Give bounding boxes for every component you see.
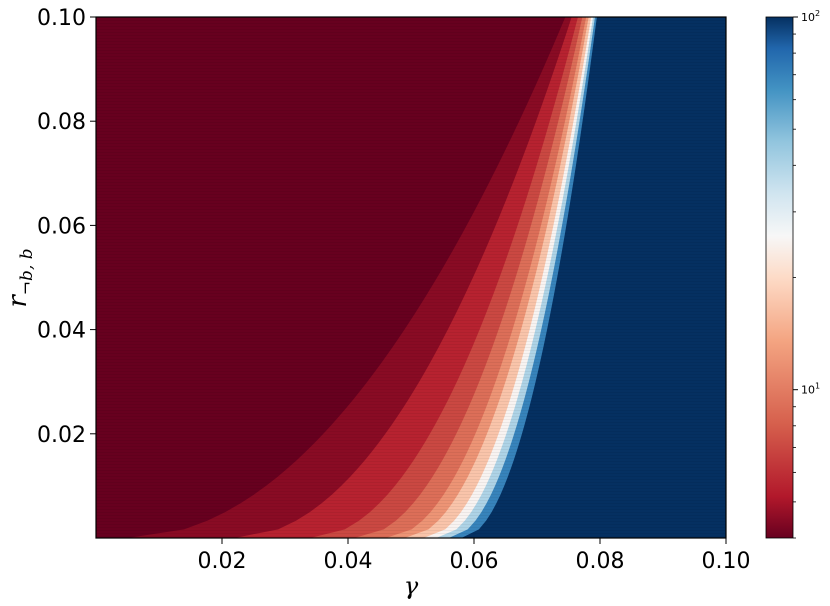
x-axis-title: γ <box>404 572 419 600</box>
plot-frame <box>95 16 727 539</box>
x-tick-label: 0.08 <box>576 549 625 574</box>
y-tick-label: 0.08 <box>37 110 86 135</box>
y-tick-label: 0.02 <box>37 423 86 448</box>
colorbar: 101 102 <box>765 9 820 539</box>
y-tick-label: 0.04 <box>37 319 86 344</box>
heatmap-region-level-4 <box>96 17 566 538</box>
plot-area <box>96 17 726 538</box>
x-tick-label: 0.04 <box>324 549 373 574</box>
colorbar-ticks: 101 102 <box>793 9 820 539</box>
y-tick-label: 0.06 <box>37 214 86 239</box>
colorbar-tick-label: 101 <box>801 382 820 397</box>
y-axis-ticks: 0.02 0.04 0.06 0.08 0.10 <box>37 6 96 448</box>
x-tick-label: 0.10 <box>702 549 751 574</box>
x-tick-label: 0.06 <box>450 549 499 574</box>
y-axis-title-subscript: ¬b, b <box>17 248 37 295</box>
y-axis-title: r¬b, b <box>3 248 37 307</box>
y-tick-label: 0.10 <box>37 6 86 31</box>
x-axis-ticks: 0.02 0.04 0.06 0.08 0.10 <box>198 538 751 574</box>
x-tick-label: 0.02 <box>198 549 247 574</box>
colorbar-tick-label: 102 <box>801 9 820 24</box>
y-axis-title-main: r <box>3 294 33 308</box>
colorbar-gradient <box>765 16 794 539</box>
svg-text:r¬b, b: r¬b, b <box>3 248 37 307</box>
